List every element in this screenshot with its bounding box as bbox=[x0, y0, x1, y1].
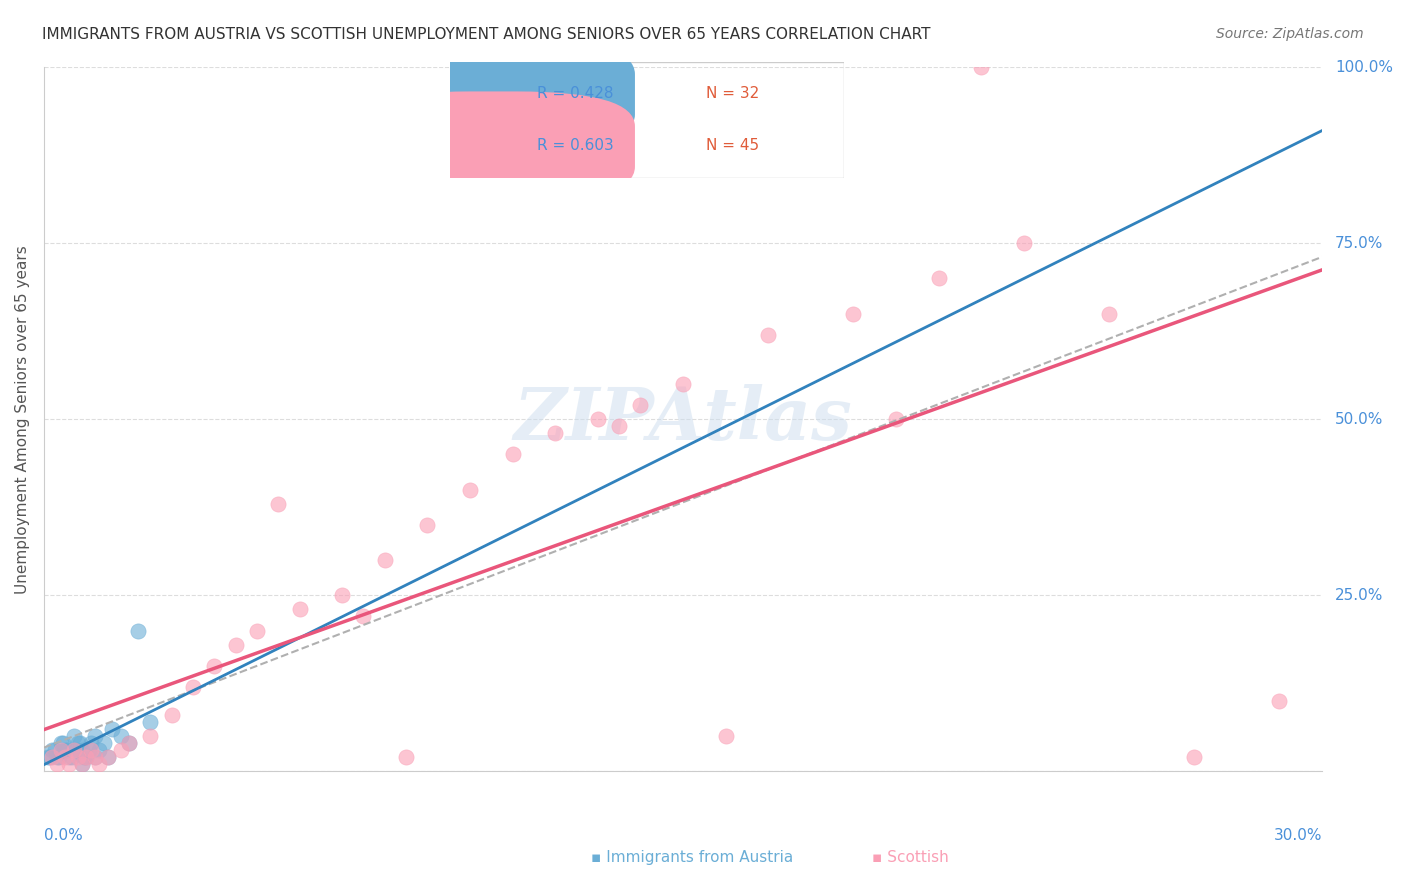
Point bbox=[66, 736, 89, 750]
Point bbox=[928, 271, 950, 285]
Point bbox=[118, 736, 141, 750]
Text: 100.0%: 100.0% bbox=[1334, 60, 1393, 75]
Point bbox=[58, 750, 80, 764]
Point bbox=[70, 743, 93, 757]
Point bbox=[89, 757, 111, 772]
FancyBboxPatch shape bbox=[352, 91, 636, 202]
Point bbox=[77, 743, 100, 757]
Point bbox=[45, 750, 67, 764]
Point bbox=[58, 757, 80, 772]
Text: N = 32: N = 32 bbox=[706, 87, 759, 102]
Point bbox=[69, 736, 91, 750]
Point bbox=[139, 714, 162, 729]
Point bbox=[45, 757, 67, 772]
Point bbox=[672, 377, 695, 392]
Point bbox=[70, 757, 93, 772]
Point bbox=[73, 750, 96, 764]
Point bbox=[76, 750, 98, 764]
Point bbox=[246, 624, 269, 638]
Point bbox=[544, 426, 567, 441]
Point bbox=[101, 722, 124, 736]
Text: R = 0.428: R = 0.428 bbox=[537, 87, 613, 102]
Point bbox=[884, 412, 907, 426]
Text: ▪ Scottish: ▪ Scottish bbox=[872, 850, 949, 865]
Text: ▪ Immigrants from Austria: ▪ Immigrants from Austria bbox=[591, 850, 793, 865]
Point bbox=[458, 483, 481, 497]
Point bbox=[53, 743, 76, 757]
Point bbox=[52, 736, 75, 750]
Point bbox=[80, 743, 103, 757]
Point bbox=[267, 497, 290, 511]
Point bbox=[225, 638, 247, 652]
Text: 0.0%: 0.0% bbox=[44, 828, 83, 843]
Point bbox=[1012, 236, 1035, 251]
Point bbox=[41, 743, 63, 757]
Point bbox=[49, 736, 72, 750]
Point bbox=[48, 750, 70, 764]
Point bbox=[502, 447, 524, 461]
Point bbox=[202, 658, 225, 673]
Point bbox=[65, 743, 87, 757]
Text: ZIPAtlas: ZIPAtlas bbox=[513, 384, 852, 455]
Point bbox=[110, 743, 132, 757]
Point bbox=[62, 743, 84, 757]
Point bbox=[628, 398, 651, 412]
Point bbox=[1182, 750, 1205, 764]
Text: IMMIGRANTS FROM AUSTRIA VS SCOTTISH UNEMPLOYMENT AMONG SENIORS OVER 65 YEARS COR: IMMIGRANTS FROM AUSTRIA VS SCOTTISH UNEM… bbox=[42, 27, 931, 42]
Point bbox=[84, 750, 107, 764]
Point bbox=[842, 307, 865, 321]
Point bbox=[49, 743, 72, 757]
Text: 25.0%: 25.0% bbox=[1334, 588, 1384, 603]
Text: 50.0%: 50.0% bbox=[1334, 412, 1384, 426]
Point bbox=[586, 412, 609, 426]
Point bbox=[60, 750, 83, 764]
Point bbox=[1268, 694, 1291, 708]
FancyBboxPatch shape bbox=[352, 39, 636, 149]
Point bbox=[127, 624, 149, 638]
Point bbox=[181, 680, 204, 694]
Point bbox=[97, 750, 120, 764]
Point bbox=[84, 750, 107, 764]
Point bbox=[37, 750, 59, 764]
Point bbox=[53, 750, 76, 764]
Point bbox=[110, 729, 132, 743]
Point bbox=[714, 729, 737, 743]
Point bbox=[1098, 307, 1121, 321]
Point bbox=[66, 750, 89, 764]
Point bbox=[39, 750, 62, 764]
Point bbox=[84, 729, 107, 743]
Point bbox=[607, 419, 630, 434]
Point bbox=[44, 743, 66, 757]
Point bbox=[41, 750, 63, 764]
Point bbox=[97, 750, 120, 764]
Point bbox=[118, 736, 141, 750]
Point bbox=[160, 708, 183, 723]
Point bbox=[80, 736, 103, 750]
Point bbox=[70, 757, 93, 772]
Point bbox=[56, 743, 79, 757]
Point bbox=[352, 609, 374, 624]
Point bbox=[970, 60, 993, 74]
Point bbox=[756, 327, 779, 342]
Point bbox=[416, 517, 439, 532]
Point bbox=[89, 743, 111, 757]
Point bbox=[76, 750, 98, 764]
Point bbox=[374, 553, 396, 567]
Text: 75.0%: 75.0% bbox=[1334, 235, 1384, 251]
Text: N = 45: N = 45 bbox=[706, 138, 759, 153]
Y-axis label: Unemployment Among Seniors over 65 years: Unemployment Among Seniors over 65 years bbox=[15, 245, 30, 593]
Point bbox=[330, 588, 353, 602]
Point bbox=[139, 729, 162, 743]
Text: 30.0%: 30.0% bbox=[1274, 828, 1322, 843]
Point bbox=[288, 602, 311, 616]
Text: R = 0.603: R = 0.603 bbox=[537, 138, 613, 153]
Text: Source: ZipAtlas.com: Source: ZipAtlas.com bbox=[1216, 27, 1364, 41]
Point bbox=[395, 750, 418, 764]
Point bbox=[62, 729, 84, 743]
Point bbox=[93, 736, 115, 750]
